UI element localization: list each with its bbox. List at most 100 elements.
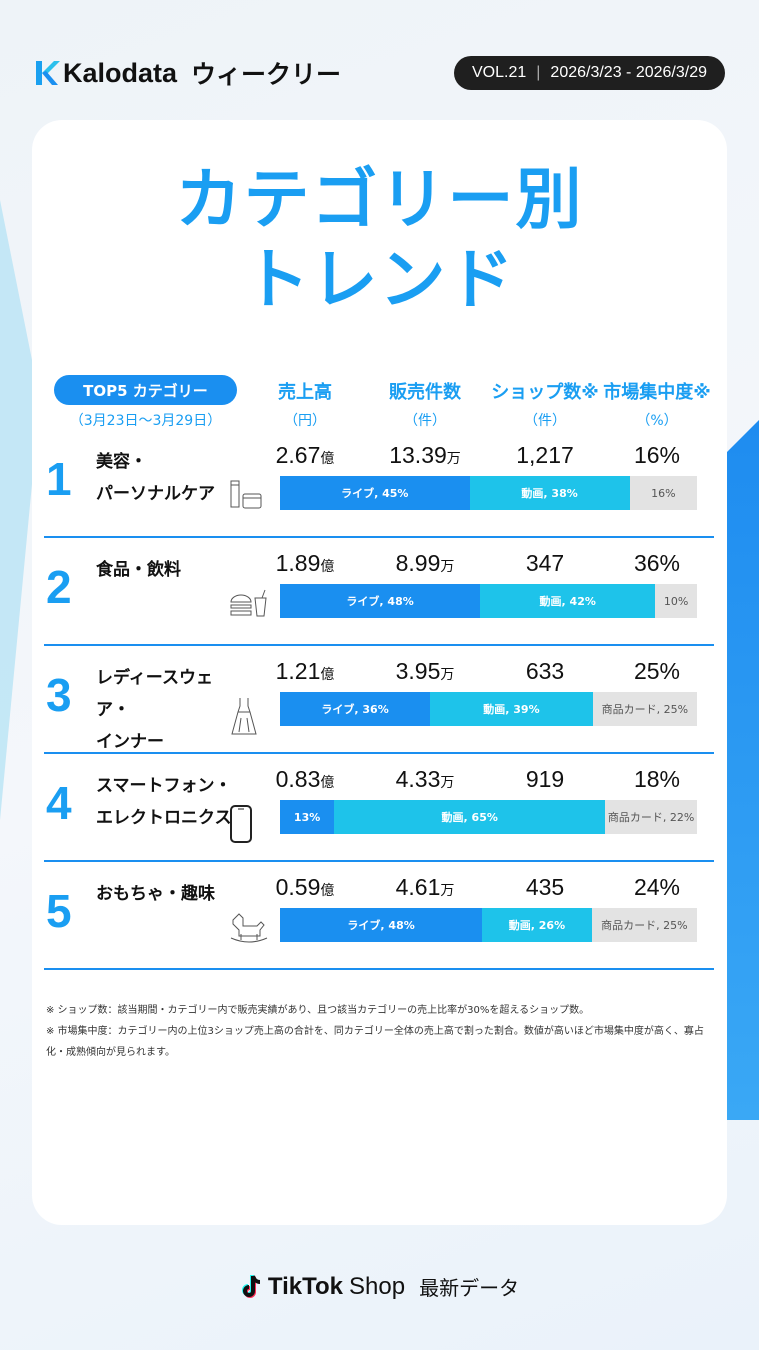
header: Kalodata ウィークリー VOL.21 | 2026/3/23 - 2026/… — [34, 56, 725, 90]
channel-share-bar: ライブ, 48% 動画, 42% 10% — [280, 584, 697, 618]
rank-number: 1 — [46, 453, 72, 505]
column-unit: （件） — [524, 413, 566, 429]
top5-pill: TOP5 カテゴリー — [54, 375, 237, 405]
title-line: カテゴリー別 — [175, 161, 584, 238]
sales-value: 1.89億 — [245, 550, 365, 577]
burger-drink-icon — [229, 588, 269, 622]
sales-value: 0.83億 — [245, 766, 365, 793]
column-header: 市場集中度※ — [603, 382, 711, 403]
segment-label: 商品カード, 25% — [601, 703, 689, 716]
shop-label: Shop — [349, 1272, 406, 1300]
bar-segment-other: 商品カード, 25% — [591, 908, 697, 942]
sales-number: 2.67 — [275, 442, 321, 468]
units-unit: 万 — [446, 450, 461, 466]
rocking-horse-icon — [229, 912, 269, 948]
weekly-label: ウィークリー — [191, 60, 342, 89]
bar-segment-live: ライブ, 36% — [280, 692, 431, 726]
column-header: 販売件数 — [389, 382, 461, 403]
period-label: （3月23日～3月29日） — [69, 413, 222, 429]
tiktok-logo-icon — [241, 1274, 261, 1298]
units-unit: 万 — [440, 666, 455, 682]
sales-unit: 億 — [320, 450, 335, 466]
shops-value: 919 — [525, 766, 565, 792]
smartphone-icon — [229, 804, 253, 848]
channel-share-bar: 13% 動画, 65% 商品カード, 22% — [280, 800, 697, 834]
category-name: 食品・飲料 — [96, 560, 181, 580]
units-value: 8.99万 — [365, 550, 485, 577]
footer: TikTok Shop 最新データ — [0, 1272, 759, 1301]
segment-label: ライブ, 45% — [341, 487, 409, 500]
column-unit: （円） — [284, 413, 326, 429]
sales-number: 0.83 — [275, 766, 321, 792]
bar-segment-video: 動画, 65% — [334, 800, 606, 834]
category-name: スマートフォン・ エレクトロニクス — [96, 776, 232, 828]
units-unit: 万 — [440, 558, 455, 574]
volume-badge: VOL.21 | 2026/3/23 - 2026/3/29 — [454, 56, 725, 90]
rank-number: 3 — [46, 669, 72, 721]
concentration-value: 16% — [633, 442, 681, 468]
segment-label: 動画, 26% — [508, 919, 566, 932]
date-range: 2026/3/23 - 2026/3/29 — [550, 64, 707, 81]
units-unit: 万 — [440, 774, 455, 790]
page-title: カテゴリー別 トレンド — [32, 160, 727, 320]
table-row: 1 美容・ パーソナルケア 2.67億 13.39万 1,217 16% ライブ… — [44, 430, 714, 538]
segment-label: 商品カード, 22% — [607, 811, 695, 824]
bar-segment-video: 動画, 26% — [482, 908, 592, 942]
segment-label: 動画, 65% — [441, 811, 498, 824]
rank-number: 2 — [46, 561, 72, 613]
rank-number: 5 — [46, 885, 72, 937]
brand-name: Kalodata — [63, 57, 178, 88]
column-header: ショップ数※ — [491, 382, 599, 403]
segment-label: 動画, 42% — [539, 595, 596, 608]
bar-segment-live: ライブ, 48% — [280, 908, 483, 942]
segment-label: ライブ, 36% — [321, 703, 389, 716]
content-card: カテゴリー別 トレンド TOP5 カテゴリー （3月23日～3月29日） 売上高 （… — [32, 120, 727, 1225]
table-row: 3 レディースウェア・ インナー 1.21億 3.95万 633 25% ライブ… — [44, 646, 714, 754]
table-row: 4 スマートフォン・ エレクトロニクス 0.83億 4.33万 919 18% … — [44, 754, 714, 862]
channel-share-bar: ライブ, 48% 動画, 26% 商品カード, 25% — [280, 908, 697, 942]
bar-segment-live: 13% — [280, 800, 335, 834]
segment-label: 13% — [293, 810, 321, 824]
column-header: 売上高 — [278, 382, 332, 403]
bar-segment-other: 16% — [629, 476, 697, 510]
bar-segment-video: 動画, 38% — [469, 476, 630, 510]
table-row: 2 食品・飲料 1.89億 8.99万 347 36% ライブ, 48% 動画, … — [44, 538, 714, 646]
bar-segment-video: 動画, 39% — [430, 692, 593, 726]
units-value: 13.39万 — [365, 442, 485, 469]
category-name: レディースウェア・ インナー — [96, 668, 213, 752]
units-value: 4.33万 — [365, 766, 485, 793]
sales-number: 1.89 — [275, 550, 321, 576]
sales-number: 1.21 — [275, 658, 321, 684]
units-number: 4.33 — [395, 766, 441, 792]
kalodata-logo-icon — [36, 61, 60, 85]
category-name: おもちゃ・趣味 — [96, 884, 215, 904]
bar-segment-video: 動画, 42% — [480, 584, 656, 618]
footnote: ※ 市場集中度：カテゴリー内の上位3ショップ売上高の合計を、同カテゴリー全体の売… — [46, 1026, 704, 1058]
rank-number: 4 — [46, 777, 72, 829]
channel-share-bar: ライブ, 45% 動画, 38% 16% — [280, 476, 697, 510]
segment-label: ライブ, 48% — [346, 595, 414, 608]
units-number: 13.39 — [389, 442, 447, 468]
units-value: 4.61万 — [365, 874, 485, 901]
units-value: 3.95万 — [365, 658, 485, 685]
bar-segment-other: 商品カード, 25% — [592, 692, 697, 726]
units-number: 4.61 — [395, 874, 441, 900]
shops-value: 347 — [525, 550, 565, 576]
cosmetics-icon — [229, 480, 265, 514]
sales-unit: 億 — [320, 774, 335, 790]
footnotes: ※ ショップ数：該当期間・カテゴリー内で販売実績があり、且つ該当カテゴリーの売上… — [46, 1000, 713, 1063]
segment-label: 動画, 39% — [483, 703, 540, 716]
units-number: 3.95 — [395, 658, 441, 684]
kalodata-logo: Kalodata — [34, 58, 177, 89]
dress-icon — [229, 696, 259, 740]
concentration-value: 36% — [633, 550, 681, 576]
segment-label: 動画, 38% — [521, 487, 578, 500]
channel-share-bar: ライブ, 36% 動画, 39% 商品カード, 25% — [280, 692, 697, 726]
bar-segment-other: 商品カード, 22% — [605, 800, 697, 834]
bar-segment-other: 10% — [655, 584, 697, 618]
concentration-value: 24% — [633, 874, 681, 900]
segment-label: 16% — [651, 486, 676, 500]
segment-label: 10% — [663, 594, 689, 608]
sales-value: 2.67億 — [245, 442, 365, 469]
segment-label: ライブ, 48% — [347, 919, 415, 932]
